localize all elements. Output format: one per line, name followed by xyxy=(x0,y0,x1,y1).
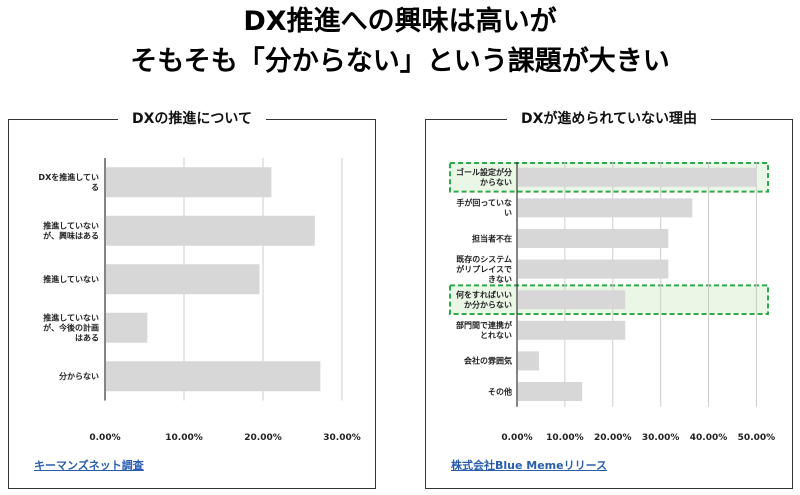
category-label: 推進していない xyxy=(43,313,99,323)
chart-panel-dx-promotion: DXの推進について 0.00% 10.00% 20.00% 30.00% DXを推進して… xyxy=(8,108,376,489)
bar xyxy=(517,229,669,248)
bar xyxy=(517,320,626,340)
category-label: 既存のシステム xyxy=(456,254,512,264)
x-tick-label: 20.00% xyxy=(594,433,632,443)
bar xyxy=(517,198,693,218)
category-label: い xyxy=(504,209,512,218)
bar xyxy=(105,361,321,392)
x-tick-label: 30.00% xyxy=(642,433,680,443)
bar xyxy=(517,290,626,310)
category-label: その他 xyxy=(488,386,512,396)
bar-chart-dx-promotion: 0.00% 10.00% 20.00% 30.00% DXを推進している推進していないが… xyxy=(38,158,361,443)
x-tick-label: 30.00% xyxy=(323,433,361,443)
bar xyxy=(105,312,148,343)
x-tick-label: 10.00% xyxy=(165,433,203,443)
bar xyxy=(105,215,315,246)
category-label: る xyxy=(91,183,99,192)
category-label: きない xyxy=(488,275,512,284)
bar xyxy=(517,351,540,371)
category-label: がリプレイスで xyxy=(456,264,512,274)
x-tick-label: 50.00% xyxy=(738,433,776,443)
headline-line-2: そもそも「分からない」という課題が大きい xyxy=(130,46,670,77)
headline-line-1: DX推進への興味は高いが xyxy=(243,6,557,37)
category-label: 推進していない xyxy=(43,274,99,284)
category-label: 推進していない xyxy=(43,221,99,231)
bar-chart-dx-reasons: 0.00% 10.00% 20.00% 30.00% 40.00% 50.00% ゴール設定… xyxy=(449,162,776,443)
bar xyxy=(517,382,583,401)
category-label: とれない xyxy=(480,331,512,340)
bar xyxy=(105,167,272,198)
category-label: 会社の雰囲気 xyxy=(464,356,512,366)
category-label: 担当者不在 xyxy=(472,233,512,243)
source-link[interactable]: 株式会社Blue Memeリリース xyxy=(451,459,608,472)
x-tick-label: 0.00% xyxy=(501,433,532,443)
category-label: 手が回っていな xyxy=(456,198,512,208)
category-label: DXを推進してい xyxy=(38,172,99,182)
source-link[interactable]: キーマンズネット調査 xyxy=(34,459,144,472)
x-tick-label: 0.00% xyxy=(89,433,120,443)
x-tick-label: 40.00% xyxy=(690,433,728,443)
x-tick-label: 20.00% xyxy=(244,433,282,443)
category-label: からない xyxy=(480,178,512,187)
category-label: 分からない xyxy=(59,371,99,381)
category-label: 部門間で連携が xyxy=(456,320,513,330)
category-label: が、今後の計画 xyxy=(43,323,99,333)
bar xyxy=(517,259,669,279)
category-label: が、興味はある xyxy=(43,231,99,241)
category-label: 何をすればいい xyxy=(456,290,512,300)
x-tick-label: 10.00% xyxy=(546,433,584,443)
bar xyxy=(105,264,260,295)
chart-title: DXの推進について xyxy=(118,108,266,130)
chart-panel-dx-reasons: DXが進められていない理由 0.00% 10.00% 20.00% 30.00% 40.… xyxy=(425,108,793,489)
chart-title: DXが進められていない理由 xyxy=(507,108,711,130)
category-label: ゴール設定が分 xyxy=(456,167,512,177)
category-label: はある xyxy=(75,334,99,343)
bar xyxy=(517,167,757,187)
category-label: か分からない xyxy=(464,300,512,310)
